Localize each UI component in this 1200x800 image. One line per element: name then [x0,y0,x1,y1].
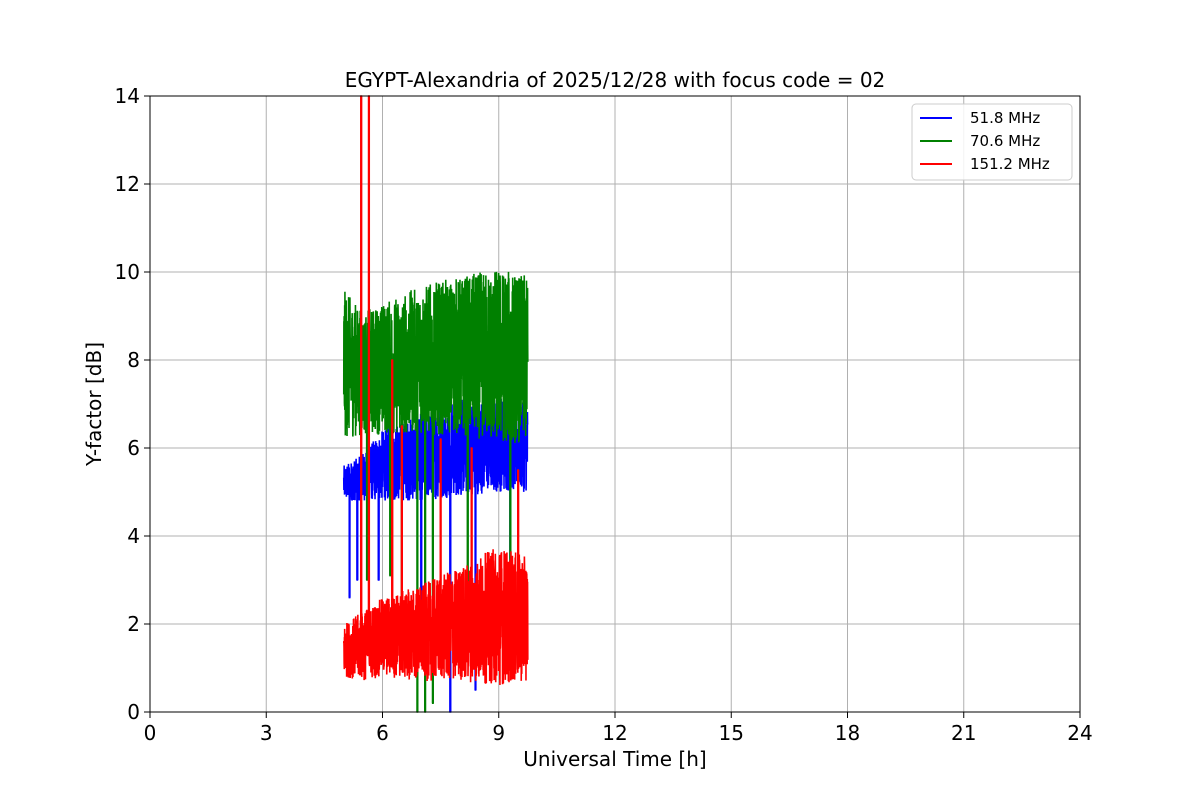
legend-entry-label: 70.6 MHz [970,132,1040,150]
x-tick-label: 12 [602,721,627,745]
y-tick-label: 14 [115,84,140,108]
y-tick-label: 0 [127,700,140,724]
legend-entry-label: 151.2 MHz [970,155,1050,173]
x-tick-label: 24 [1067,721,1092,745]
series-line [342,271,529,713]
y-tick-label: 4 [127,524,140,548]
x-tick-label: 15 [719,721,744,745]
x-tick-label: 0 [144,721,157,745]
y-tick-label: 6 [127,436,140,460]
legend: 51.8 MHz 70.6 MHz 151.2 MHz [911,103,1073,181]
x-tick-label: 3 [260,721,273,745]
x-axis-label: Universal Time [h] [523,747,706,771]
y-tick-label: 12 [115,172,140,196]
y-tick-label: 10 [115,260,140,284]
x-tick-label: 6 [376,721,389,745]
legend-box [911,103,1073,181]
y-tick-label: 2 [127,612,140,636]
y-tick-label: 8 [127,348,140,372]
x-tick-label: 18 [835,721,860,745]
series-layer [342,95,529,713]
series-line [342,95,529,686]
y-axis-label: Y-factor [dB] [82,342,106,467]
series-151-2-mhz [342,95,529,686]
x-tick-label: 9 [492,721,505,745]
chart-title: EGYPT-Alexandria of 2025/12/28 with focu… [345,68,886,92]
x-tick-label: 21 [951,721,976,745]
legend-entry-label: 51.8 MHz [970,109,1040,127]
